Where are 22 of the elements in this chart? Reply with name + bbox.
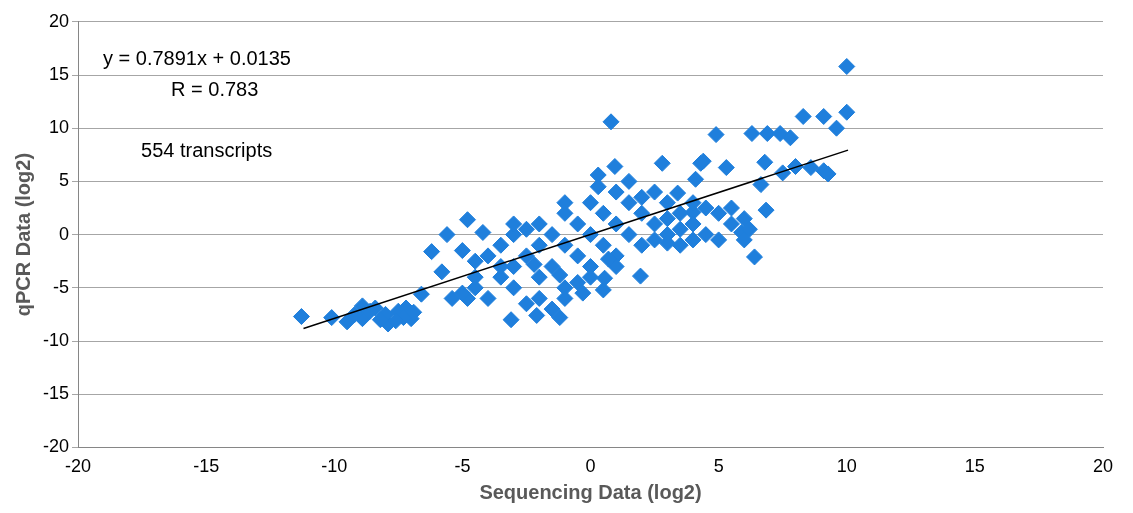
y-tick-label: 15: [48, 63, 70, 84]
x-tick-label: 20: [1092, 456, 1114, 477]
y-tick-label: 5: [59, 170, 70, 191]
x-axis-title: Sequencing Data (log2): [479, 480, 702, 503]
y-tick-label: -10: [43, 329, 70, 350]
y-tick-label: 0: [59, 223, 70, 244]
y-tick-label: -20: [43, 436, 70, 457]
annotation: 554 transcripts: [141, 139, 273, 162]
x-tick-label: 5: [713, 456, 724, 477]
x-tick-label: -15: [193, 456, 220, 477]
x-tick-label: -5: [454, 456, 471, 477]
x-tick-label: 15: [964, 456, 985, 477]
y-tick-label: 10: [48, 117, 70, 138]
y-tick-label: -15: [43, 383, 70, 404]
x-tick-label: 0: [585, 456, 596, 477]
y-axis-title: qPCR Data (log2): [11, 152, 34, 317]
x-tick-label: 10: [836, 456, 857, 477]
y-tick-label: -5: [53, 276, 70, 297]
annotation: y = 0.7891x + 0.0135: [103, 47, 291, 70]
annotation: R = 0.783: [171, 78, 259, 101]
x-tick-label: -10: [321, 456, 348, 477]
y-tick-label: 20: [48, 10, 70, 31]
